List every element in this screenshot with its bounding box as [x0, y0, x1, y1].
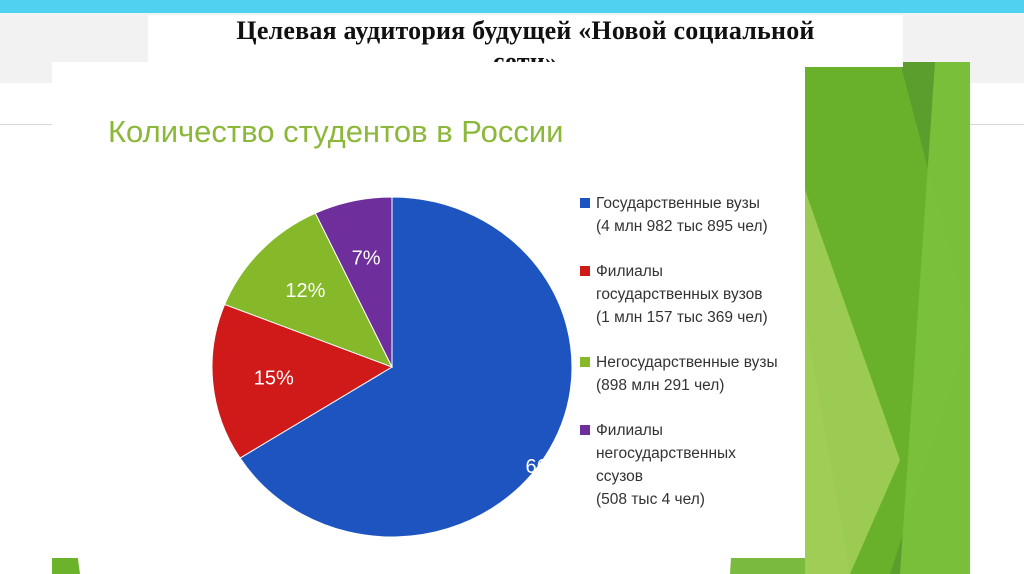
slide-title-box: Целевая аудитория будущей «Новой социаль…	[148, 15, 903, 67]
slice-label: 7%	[352, 248, 381, 270]
chart-legend: Государственные вузы (4 млн 982 тыс 895 ч…	[580, 192, 805, 533]
legend-item: Негосударственные вузы (898 млн 291 чел)	[580, 351, 805, 397]
slide-title: Целевая аудитория будущей «Новой социаль…	[148, 15, 903, 67]
legend-swatch	[580, 425, 590, 435]
slice-private-universities	[223, 212, 394, 368]
slice-private-branches	[314, 196, 393, 368]
legend-item: Филиалы негосударственных ссузов (508 тыс 4…	[580, 419, 805, 511]
legend-item: Государственные вузы (4 млн 982 тыс 895 ч…	[580, 192, 805, 238]
legend-text: (4 млн 982 тыс 895 чел)	[596, 218, 768, 235]
deco-shape-4	[900, 62, 970, 574]
legend-swatch	[580, 266, 590, 276]
slice-label: 12%	[285, 280, 325, 302]
slide-title-line1: Целевая аудитория будущей «Новой социаль…	[236, 16, 815, 45]
legend-text: (898 млн 291 чел)	[596, 377, 725, 394]
legend-item: Филиалы государственных вузов (1 млн 157 т…	[580, 260, 805, 329]
legend-text: Филиалы	[596, 263, 663, 280]
legend-swatch	[580, 198, 590, 208]
legend-text: (508 тыс 4 чел)	[596, 491, 705, 508]
slice-gov-branches	[211, 303, 394, 459]
legend-swatch	[580, 357, 590, 367]
slice-label: 66%	[526, 456, 566, 478]
pie-chart: 66% 15% 12% 7%	[211, 196, 573, 538]
legend-text: негосударственных	[596, 445, 736, 462]
legend-text: Филиалы	[596, 422, 663, 439]
slice-gov-universities	[239, 196, 573, 538]
legend-text: (1 млн 157 тыс 369 чел)	[596, 309, 768, 326]
top-accent-bar	[0, 0, 1024, 13]
deco-shape-3	[805, 190, 900, 574]
slice-label: 15%	[254, 368, 294, 390]
legend-text: Государственные вузы	[596, 195, 760, 212]
legend-text: ссузов	[596, 468, 644, 485]
chart-image: Количество студентов в России 66% 15% 12% 7…	[52, 62, 805, 558]
legend-text: государственных вузов	[596, 286, 763, 303]
chart-title: Количество студентов в России	[108, 114, 564, 149]
legend-text: Негосударственные вузы	[596, 354, 778, 371]
